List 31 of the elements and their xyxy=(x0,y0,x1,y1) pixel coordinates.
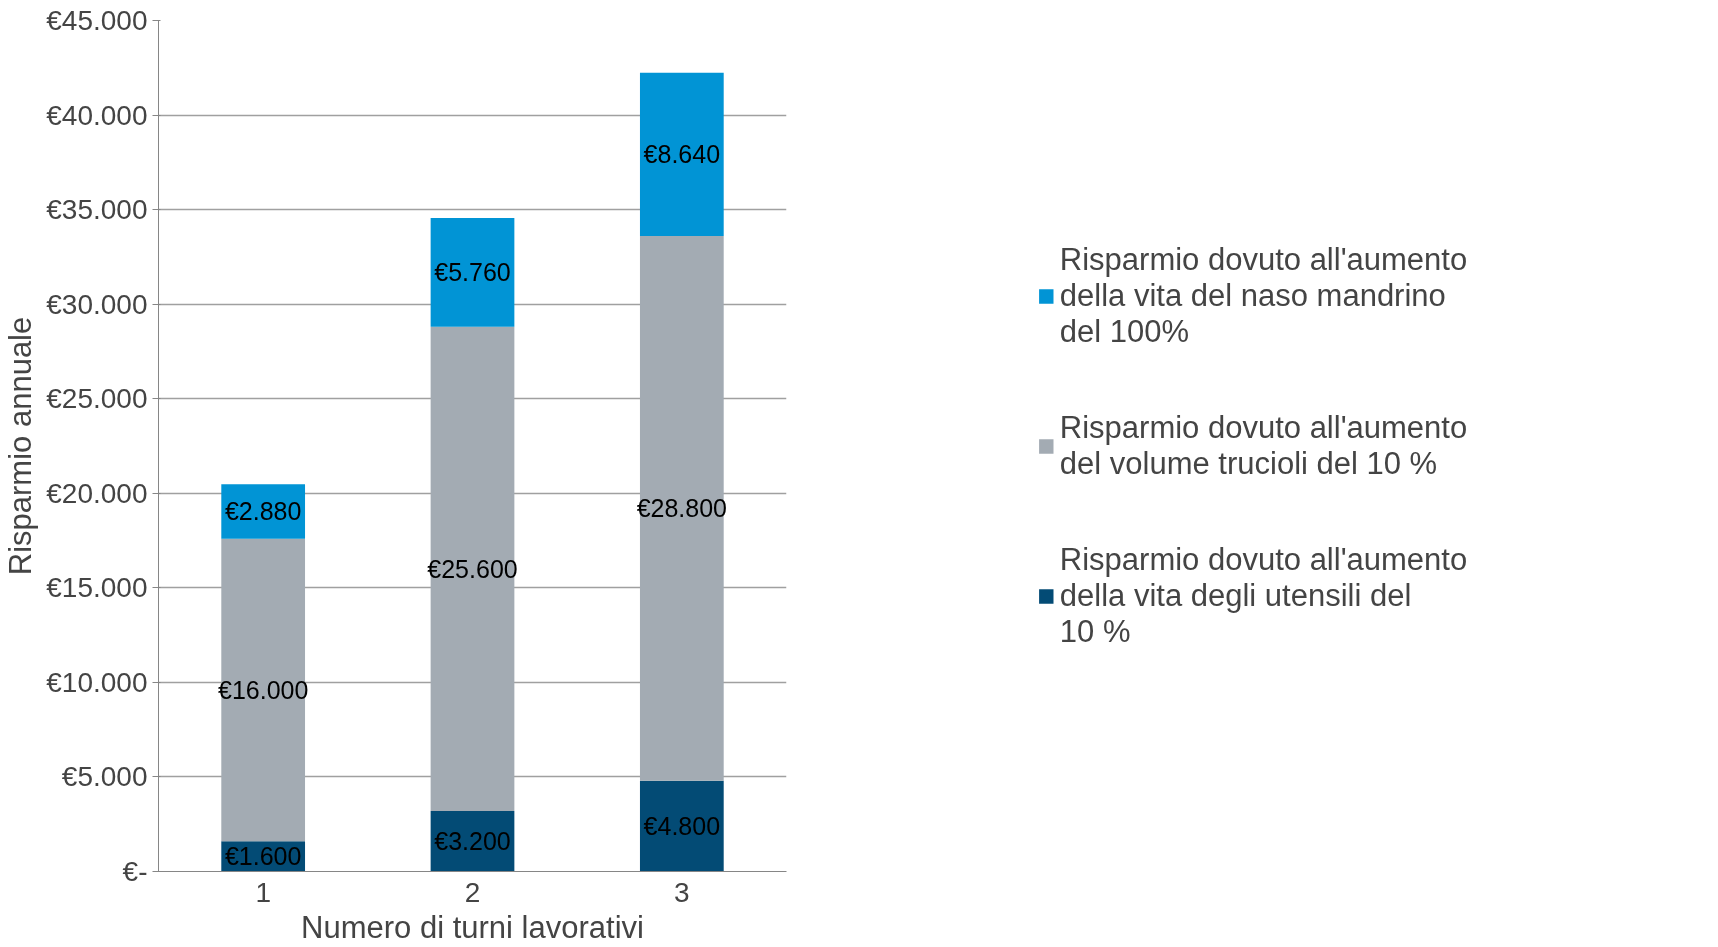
legend-label: Risparmio dovuto all'aumento della vita del naso mandrino del 100% xyxy=(1059,241,1468,350)
data-label: €4.800 xyxy=(643,812,721,841)
bar xyxy=(639,72,724,237)
data-label: €16.000 xyxy=(217,675,309,704)
data-label: €3.200 xyxy=(434,827,511,856)
legend-label: Risparmio dovuto all'aumento del volume trucioli del 10 % xyxy=(1059,409,1468,482)
y-tick-label: €10.000 xyxy=(46,666,148,698)
x-tick-label: 3 xyxy=(674,876,690,908)
x-axis-title: Numero di turni lavorativi xyxy=(301,909,644,945)
bar xyxy=(639,780,724,872)
bar xyxy=(639,236,724,781)
y-tick-label: €25.000 xyxy=(46,383,148,415)
x-tick-label: 1 xyxy=(255,876,271,908)
y-tick-label: €15.000 xyxy=(46,572,148,604)
x-tick-label: 2 xyxy=(464,876,481,908)
y-axis-title: Risparmio annuale xyxy=(3,316,39,576)
y-tick-label: €40.000 xyxy=(46,99,148,131)
y-tick-label: €30.000 xyxy=(46,288,148,320)
bar xyxy=(430,217,515,327)
y-tick-label: €5.000 xyxy=(61,761,148,793)
data-label: €2.880 xyxy=(224,497,302,526)
y-tick-label: €45.000 xyxy=(46,5,148,36)
legend-label: Risparmio dovuto all'aumento della vita degli utensili del 10 % xyxy=(1059,541,1468,650)
y-tick-label: €20.000 xyxy=(46,477,148,509)
y-tick-label: €35.000 xyxy=(46,194,148,226)
y-tick-label: €- xyxy=(122,856,148,887)
data-label: €28.800 xyxy=(636,494,728,523)
data-label: €25.600 xyxy=(427,554,518,583)
data-label: €5.760 xyxy=(434,258,511,287)
data-label: €8.640 xyxy=(643,140,721,169)
data-label: €1.600 xyxy=(224,842,302,871)
